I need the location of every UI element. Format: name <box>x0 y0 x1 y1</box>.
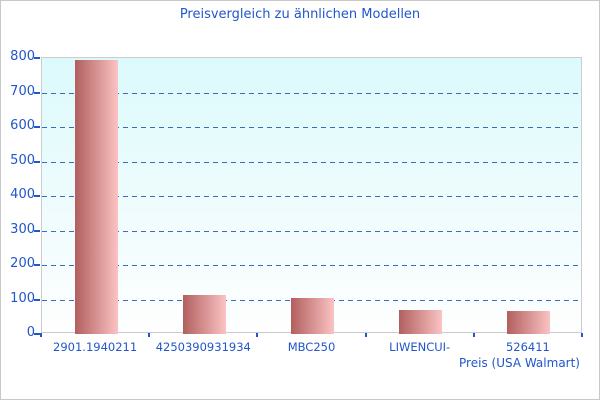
x-category-label-LIWENCUI-: LIWENCUI- <box>389 340 451 354</box>
gridline-300 <box>42 230 581 232</box>
y-tick-label-100: 100 <box>10 290 35 306</box>
x-category-label-2901.1940211: 2901.1940211 <box>53 340 138 354</box>
x-category-label-MBC250: MBC250 <box>287 340 336 354</box>
gridline-400 <box>42 196 581 197</box>
plot-area <box>41 57 582 334</box>
bar-526411 <box>507 310 551 334</box>
y-tick-label-0: 0 <box>26 325 35 340</box>
y-tick-mark-200 <box>34 264 40 266</box>
y-tick-label-800: 800 <box>10 49 35 64</box>
x-tick-mark-1 <box>148 333 151 337</box>
gridline-700 <box>42 92 581 94</box>
bar-LIWENCUI- <box>399 309 443 334</box>
y-tick-mark-800 <box>34 57 40 59</box>
x-axis-title: Preis (USA Walmart) <box>459 356 580 370</box>
y-tick-label-300: 300 <box>10 221 35 237</box>
x-tick-mark-5 <box>581 333 583 337</box>
y-tick-mark-300 <box>34 229 40 232</box>
y-tick-label-500: 500 <box>10 152 35 168</box>
x-tick-mark-3 <box>364 333 367 337</box>
x-tick-mark-4 <box>472 333 475 337</box>
y-tick-label-400: 400 <box>10 187 35 202</box>
gridline-600 <box>42 127 581 128</box>
y-tick-mark-600 <box>34 126 40 128</box>
x-tick-mark-0 <box>40 333 42 337</box>
y-tick-mark-0 <box>34 333 40 335</box>
y-tick-label-700: 700 <box>10 83 35 99</box>
y-tick-mark-100 <box>34 298 40 301</box>
gridline-200 <box>42 265 581 266</box>
x-tick-mark-2 <box>256 333 259 337</box>
x-category-label-526411: 526411 <box>505 340 550 354</box>
y-tick-mark-500 <box>34 160 40 163</box>
bar-2901.1940211 <box>74 59 118 334</box>
x-category-label-4250390931934: 4250390931934 <box>155 340 251 354</box>
bar-MBC250 <box>291 298 334 334</box>
gridline-500 <box>42 161 581 163</box>
chart-title: Preisvergleich zu ähnlichen Modellen <box>179 7 421 22</box>
y-tick-label-600: 600 <box>10 118 35 133</box>
y-tick-mark-700 <box>34 91 40 94</box>
bar-4250390931934 <box>182 295 226 334</box>
y-tick-mark-400 <box>34 195 40 197</box>
y-tick-label-200: 200 <box>10 256 35 271</box>
